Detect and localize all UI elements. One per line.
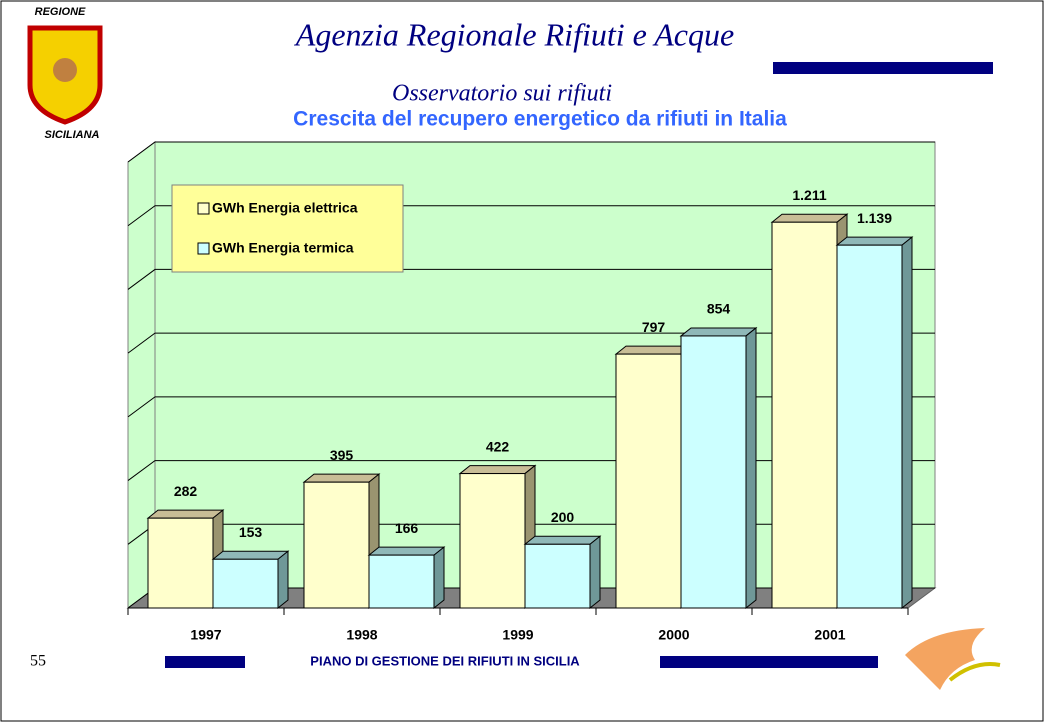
bar-side xyxy=(433,546,445,610)
bar-top xyxy=(458,465,537,475)
bar-top xyxy=(211,550,290,560)
bar-top xyxy=(614,345,693,355)
bar-top xyxy=(523,535,602,545)
agency-name: Agenzia Regionale Rifiuti e Acque xyxy=(294,16,734,52)
bar-top xyxy=(367,546,446,556)
bar-side xyxy=(745,326,757,610)
x-tick-label: 2000 xyxy=(658,627,689,643)
logo-swoosh xyxy=(948,662,1001,682)
chart-title: Crescita del recupero energetico da rifi… xyxy=(293,108,787,131)
x-tick-label: 2001 xyxy=(814,627,845,643)
region-top: REGIONE xyxy=(35,6,86,18)
sicily-logo xyxy=(905,628,985,690)
grid-line xyxy=(127,141,935,163)
office-name: Osservatorio sui rifiuti xyxy=(392,81,612,107)
value-label: 1.211 xyxy=(792,187,826,203)
footer-text: PIANO DI GESTIONE DEI RIFIUTI IN SICILIA xyxy=(310,653,580,668)
page-number: 55 xyxy=(30,653,46,670)
x-tick-label: 1999 xyxy=(502,627,533,643)
bar-top xyxy=(770,213,849,223)
logo-face xyxy=(53,58,77,82)
bar xyxy=(524,543,591,609)
grid-line xyxy=(127,205,935,227)
bar xyxy=(615,353,682,609)
value-label: 1.139 xyxy=(857,210,892,226)
bar xyxy=(771,221,838,609)
bar xyxy=(680,335,747,609)
legend-swatch xyxy=(197,202,210,215)
header-bar xyxy=(773,62,993,74)
x-tick-label: 1997 xyxy=(190,627,221,643)
legend-label: GWh Energia elettrica xyxy=(212,200,358,216)
bar-side xyxy=(901,236,913,610)
value-label: 282 xyxy=(174,483,198,499)
grid-line xyxy=(127,268,935,290)
bar-top xyxy=(302,473,381,483)
bar-top xyxy=(146,509,225,519)
value-label: 797 xyxy=(642,319,666,335)
bar xyxy=(368,554,435,609)
region-bottom: SICILIANA xyxy=(45,129,100,141)
bar-top xyxy=(835,236,914,246)
grid-line xyxy=(127,332,935,354)
bar xyxy=(212,558,279,609)
value-label: 422 xyxy=(486,438,510,454)
legend-label: GWh Energia termica xyxy=(212,240,354,256)
plot: 1997 1998 1999 2000 2001 282 395 422 797 1.211 153… xyxy=(126,141,937,643)
bar xyxy=(147,517,214,609)
bar-side xyxy=(589,535,601,610)
value-label: 166 xyxy=(395,520,419,536)
footer-bar-right xyxy=(660,656,878,668)
value-label: 854 xyxy=(707,301,731,317)
bar xyxy=(459,473,526,609)
x-tick-label: 1998 xyxy=(346,627,377,643)
legend-swatch xyxy=(197,242,210,255)
footer-bar-left xyxy=(165,656,245,668)
legend xyxy=(171,184,404,273)
bar xyxy=(836,244,903,609)
bar-side xyxy=(277,550,289,610)
bar-top xyxy=(679,327,758,337)
value-label: 395 xyxy=(330,447,354,463)
value-label: 153 xyxy=(239,524,263,540)
bar xyxy=(303,481,370,609)
value-label: 200 xyxy=(551,509,575,525)
